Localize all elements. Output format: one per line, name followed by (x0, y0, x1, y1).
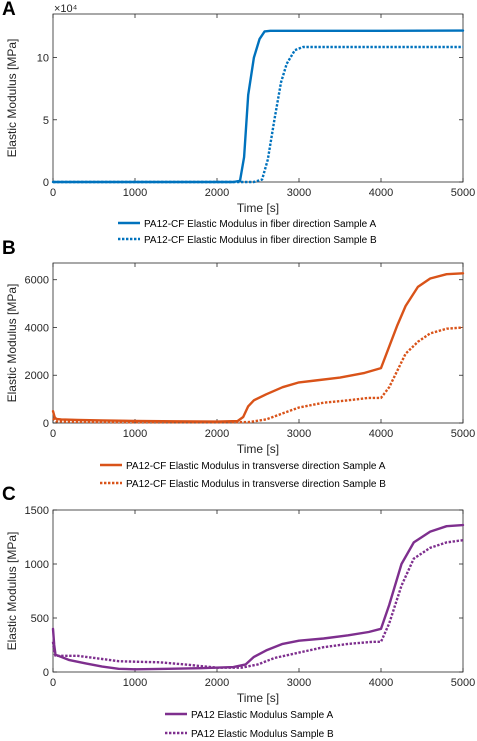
panel-b-legend-label-a: PA12-CF Elastic Modulus in transverse di… (126, 461, 386, 472)
panel-a-ytick-label: 5 (43, 115, 49, 127)
panel-b-xtick-label: 1000 (123, 428, 147, 440)
panel-b-x-axis-label: Time [s] (237, 442, 279, 456)
panel-b-xtick-label: 2000 (205, 428, 229, 440)
panel-a-label: A (2, 0, 16, 20)
panel-a-xtick-label: 2000 (205, 187, 229, 199)
panel-b-xtick-label: 4000 (369, 428, 393, 440)
panel-c-ytick-label: 0 (43, 667, 49, 679)
panel-a-xtick-label: 0 (50, 187, 56, 199)
panel-c-legend-label-a: PA12 Elastic Modulus Sample A (191, 710, 333, 721)
panel-c-axes-box (52, 509, 464, 673)
panel-c-legend-label-b: PA12 Elastic Modulus Sample B (191, 729, 334, 740)
panel-a-x-axis-label: Time [s] (237, 201, 279, 215)
panel-c-x-axis-label: Time [s] (237, 691, 279, 705)
panel-a-y-multiplier: ×10⁴ (54, 3, 78, 15)
panel-a-legend-label-a: PA12-CF Elastic Modulus in fiber directi… (144, 219, 376, 230)
panel-a-axes-box (52, 13, 464, 183)
panel-c-xtick-label: 2000 (205, 677, 229, 689)
panel-c-xtick-label: 4000 (369, 677, 393, 689)
panel-b-series-a-line (51, 272, 465, 423)
panel-c-y-axis-label: Elastic Modulus [MPa] (5, 532, 19, 651)
panel-b-ytick-label: 2000 (25, 370, 49, 382)
panel-c-xtick-label: 3000 (287, 677, 311, 689)
panel-a-series-a-line (51, 29, 465, 184)
panel-c-ytick-label: 1500 (25, 505, 49, 517)
panel-c-xtick-label: 1000 (123, 677, 147, 689)
panel-c-xtick-label: 5000 (451, 677, 475, 689)
panel-b-xtick-label: 0 (50, 428, 56, 440)
panel-b-label: B (2, 238, 16, 259)
panel-c-series-a-line (51, 523, 465, 671)
panel-b-ytick-label: 4000 (25, 322, 49, 334)
panel-b-axes-box (52, 262, 464, 424)
panel-b-xtick-label: 3000 (287, 428, 311, 440)
panel-c-series-b-line (51, 539, 464, 669)
panel-a-series-b-line (53, 45, 463, 184)
panel-c-ytick-label: 500 (31, 613, 49, 625)
panel-a-xtick-label: 5000 (451, 187, 475, 199)
panel-a-ytick-label: 10 (37, 53, 49, 65)
panel-b-ytick-label: 0 (43, 418, 49, 430)
panel-c-ytick-label: 1000 (25, 559, 49, 571)
panel-a-xtick-label: 3000 (287, 187, 311, 199)
panel-c-xtick-label: 0 (50, 677, 56, 689)
panel-a-xtick-label: 4000 (369, 187, 393, 199)
panel-a-legend-label-b: PA12-CF Elastic Modulus in fiber directi… (144, 235, 377, 246)
panel-b-legend-label-b: PA12-CF Elastic Modulus in transverse di… (126, 479, 386, 490)
panel-b-xtick-label: 5000 (451, 428, 475, 440)
panel-b-series-b-line (52, 326, 464, 424)
panel-a-xtick-label: 1000 (123, 187, 147, 199)
panel-b-y-axis-label: Elastic Modulus [MPa] (5, 284, 19, 403)
panel-a-y-axis-label: Elastic Modulus [MPa] (5, 39, 19, 158)
panel-b-ytick-label: 6000 (25, 275, 49, 287)
panel-c-label: C (2, 484, 16, 505)
panel-a-ytick-label: 0 (43, 177, 49, 189)
